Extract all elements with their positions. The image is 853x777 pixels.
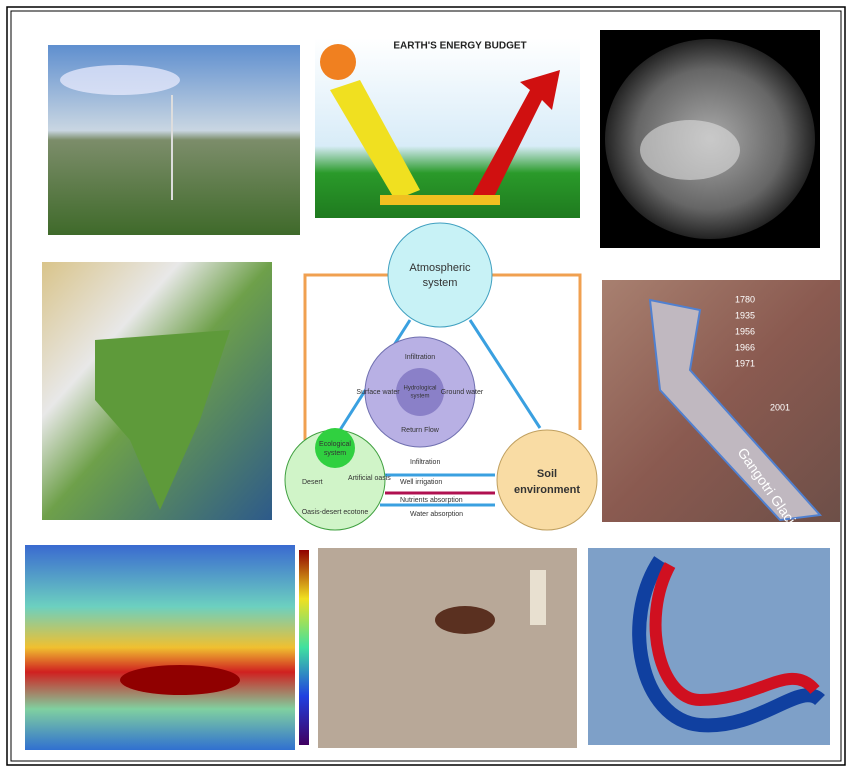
label: Oasis-desert ecotone	[302, 509, 369, 516]
surface-band	[380, 195, 500, 205]
label: system	[423, 277, 458, 289]
energy-budget: EARTH'S ENERGY BUDGET	[315, 38, 580, 218]
peninsula	[95, 330, 230, 510]
frame-inner	[10, 10, 842, 762]
label: Hydrological	[403, 386, 436, 392]
label: system	[410, 394, 429, 400]
conveyor-map	[588, 548, 830, 745]
ocean	[588, 548, 830, 745]
sun	[320, 44, 356, 80]
glacier-bg	[602, 280, 840, 522]
landscape-photo	[48, 45, 300, 235]
label: Infiltration	[405, 354, 435, 361]
year: 1935	[735, 310, 755, 320]
glacier-outline	[648, 298, 823, 522]
cloud	[60, 65, 180, 95]
frame-outer	[6, 6, 846, 766]
clouds	[640, 120, 740, 180]
label: Desert	[302, 479, 323, 486]
label: Ecological	[319, 441, 351, 448]
label: Soil	[537, 468, 557, 480]
label: environment	[514, 484, 580, 496]
year: 1956	[735, 326, 755, 336]
label: system	[324, 450, 346, 457]
deep-current	[632, 556, 825, 733]
label: Well irrigation	[400, 479, 442, 486]
glacier-photo: 1780 1935 1956 1966 1971 2001 Gangotri G…	[602, 280, 840, 538]
solar-arrow	[330, 80, 420, 200]
year: 2001	[770, 402, 790, 412]
orange-links	[303, 273, 582, 440]
year: 1966	[735, 342, 755, 352]
label: Ground water	[441, 389, 484, 396]
warm-anomaly	[120, 665, 240, 695]
year: 1971	[735, 358, 755, 368]
ir-arrow	[470, 70, 560, 205]
label: Atmospheric	[409, 262, 471, 274]
label: Artificial oasis	[348, 475, 391, 482]
cow	[435, 606, 495, 634]
india-map	[42, 262, 272, 520]
soil-node	[496, 429, 598, 531]
ecological-core	[315, 428, 355, 468]
drought-photo	[318, 548, 577, 748]
label: Surface water	[356, 389, 400, 396]
sst-map	[25, 545, 309, 750]
system-diagram: Atmospheric system Soil environment Ecol…	[284, 222, 598, 531]
farmer	[530, 570, 546, 625]
surface-current	[649, 562, 820, 707]
satellite-photo	[600, 30, 820, 248]
atmospheric-node	[387, 222, 493, 328]
label: Infiltration	[410, 459, 440, 466]
label: Nutrients absorption	[400, 497, 463, 504]
hydrological-core	[396, 368, 444, 416]
colorbar	[299, 550, 309, 745]
label: Return Flow	[401, 427, 440, 434]
label: Water absorption	[410, 511, 463, 518]
year: 1780	[735, 294, 755, 304]
energy-title: EARTH'S ENERGY BUDGET	[393, 41, 526, 52]
sst-field	[25, 545, 295, 750]
